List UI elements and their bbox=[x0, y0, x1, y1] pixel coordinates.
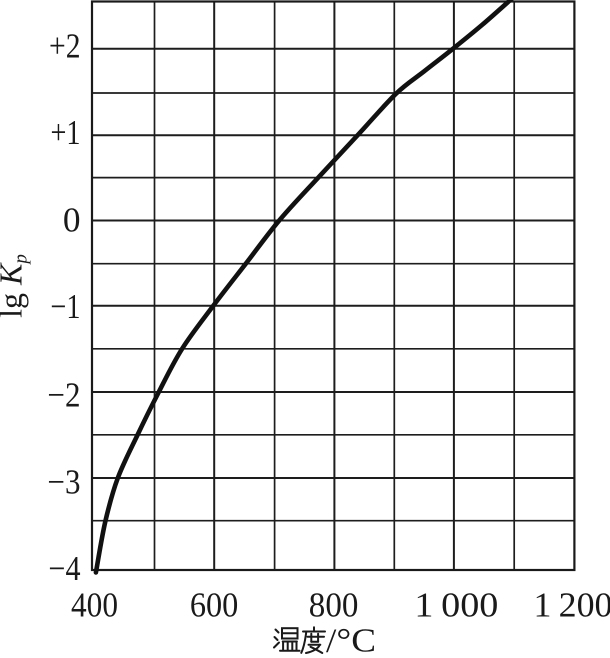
svg-text:/°C: /°C bbox=[326, 623, 376, 658]
svg-text:1 200: 1 200 bbox=[534, 586, 610, 625]
svg-text:1 000: 1 000 bbox=[414, 586, 498, 625]
svg-text:800: 800 bbox=[309, 586, 359, 625]
svg-text:−4: −4 bbox=[49, 549, 81, 588]
svg-text:lg Kp: lg Kp bbox=[0, 254, 32, 318]
svg-text:−3: −3 bbox=[48, 463, 81, 502]
svg-text:+2: +2 bbox=[49, 26, 81, 65]
svg-text:−1: −1 bbox=[51, 287, 81, 326]
svg-text:−2: −2 bbox=[48, 376, 81, 415]
svg-text:600: 600 bbox=[190, 586, 239, 625]
svg-text:400: 400 bbox=[71, 586, 118, 625]
svg-text:+1: +1 bbox=[51, 113, 81, 152]
svg-text:0: 0 bbox=[63, 200, 81, 239]
